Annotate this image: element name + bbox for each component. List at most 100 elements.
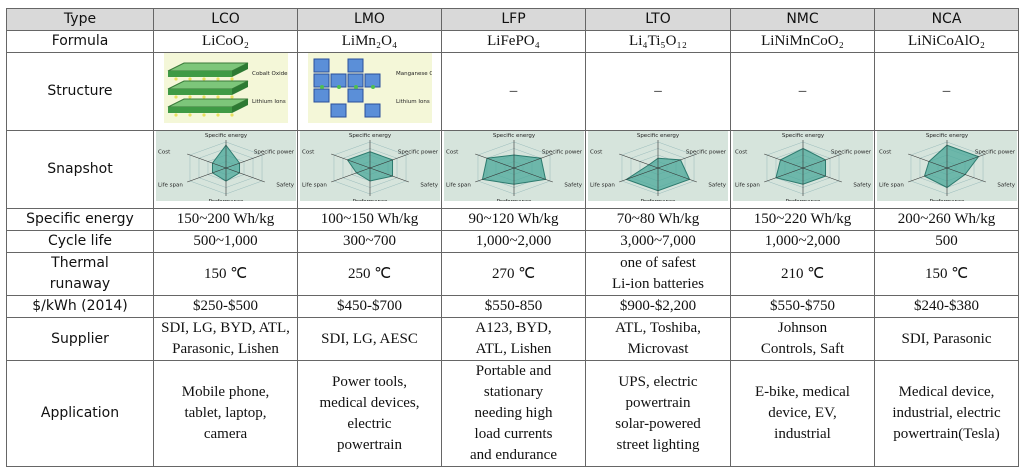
column-header: LFP [441, 8, 586, 31]
cell: – [874, 52, 1019, 131]
ion [319, 85, 324, 89]
radar-axis [330, 153, 370, 169]
structure-label: Lithium Ions [396, 99, 430, 105]
radar-chart: Specific energy Specific power Safety Perfo… [732, 131, 873, 205]
radar-axis [225, 167, 265, 183]
radar-axis-label: Specific power [974, 150, 1015, 156]
radar-axis-label: Performance [208, 199, 243, 201]
row-label: Cycle life [6, 230, 154, 253]
cell: SDI, LG, AESC [297, 317, 442, 361]
layer-side [167, 89, 232, 95]
radar-axis [763, 153, 803, 169]
radar-axis-label: Safety [420, 183, 438, 189]
radar-axis-label: Specific energy [637, 133, 680, 139]
radar-axis [225, 153, 265, 169]
table-row: Thermal runaway 150 ℃ 250 ℃ 270 ℃ one of saf… [6, 252, 1019, 296]
radar-chart: Specific energy Specific power Safety Perfo… [876, 131, 1017, 205]
ion [187, 113, 192, 117]
row-label: Specific energy [6, 208, 154, 231]
radar-axis [657, 153, 697, 169]
cell: $450-$700 [297, 295, 442, 318]
cell: 1,000~2,000 [730, 230, 875, 253]
row-label: $/kWh (2014) [6, 295, 154, 318]
radar-axis [474, 153, 514, 169]
radar-axis-label: Specific energy [348, 133, 391, 139]
radar-axis [946, 167, 986, 183]
cube [313, 73, 329, 88]
table-body: Formula LiCoO₂ LiMn₂O₄ LiFePO₄ Li₄Ti₅O₁₂ LiNi… [6, 30, 1019, 467]
row-label: Application [6, 360, 154, 467]
cell: 70~80 Wh/kg [585, 208, 731, 231]
cell: Power tools, medical devices, electric p… [297, 360, 442, 467]
cell: LiFePO₄ [441, 30, 586, 53]
cell: 90~120 Wh/kg [441, 208, 586, 231]
cell: LiMn₂O₄ [297, 30, 442, 53]
cell: Johnson Controls, Saft [730, 317, 875, 361]
radar-axis-label: Specific power [686, 150, 727, 156]
ion [201, 113, 206, 117]
radar-axis-label: Cost [446, 150, 459, 156]
cell: UPS, electric powertrain solar-powered s… [585, 360, 731, 467]
cell: one of safest Li-ion batteries [585, 252, 731, 296]
cell: 270 ℃ [441, 252, 586, 296]
cell: Specific energy Specific power Safety Perfo… [585, 130, 731, 209]
column-header: NCA [874, 8, 1019, 31]
cell: Mobile phone, tablet, laptop, camera [153, 360, 298, 467]
radar-axis-label: Specific power [253, 150, 294, 156]
radar-axis-label: Life span [590, 183, 615, 189]
radar-axis [802, 167, 842, 183]
radar-axis [619, 153, 659, 169]
radar-axis [330, 167, 370, 183]
radar-axis-label: Safety [564, 183, 582, 189]
cell: 200~260 Wh/kg [874, 208, 1019, 231]
cell: Li₄Ti₅O₁₂ [585, 30, 731, 53]
structure-label: Cobalt Oxide [252, 71, 288, 77]
cell: – [585, 52, 731, 131]
ion [215, 77, 220, 81]
ion [187, 77, 192, 81]
cube [347, 58, 363, 73]
cell: ATL, Toshiba, Microvast [585, 317, 731, 361]
cell: Specific energy Specific power Safety Perfo… [730, 130, 875, 209]
row-label: Thermal runaway [6, 252, 154, 296]
cube [364, 73, 380, 88]
radar-axis-label: Specific energy [781, 133, 824, 139]
cell: $250-$500 [153, 295, 298, 318]
cell: $550-$750 [730, 295, 875, 318]
cell: Specific energy Specific power Safety Perfo… [153, 130, 298, 209]
radar-axis-label: Specific power [541, 150, 582, 156]
radar-axis [763, 167, 803, 183]
ion [229, 113, 234, 117]
structure-image: Cobalt Oxide Lithium Ions [163, 53, 288, 123]
table-row: Specific energy 150~200 Wh/kg 100~150 Wh/k… [6, 208, 1019, 231]
cell: $550-850 [441, 295, 586, 318]
radar-axis-label: Cost [735, 150, 748, 156]
layer-end [231, 81, 248, 95]
radar-axis-label: Safety [853, 183, 871, 189]
ion [201, 77, 206, 81]
radar-axis-label: Specific energy [492, 133, 535, 139]
column-header: Type [6, 8, 154, 31]
cell: Medical device, industrial, electric pow… [874, 360, 1019, 467]
ion [353, 85, 358, 89]
radar-chart: Specific energy Specific power Safety Perfo… [155, 131, 296, 205]
ion [229, 95, 234, 99]
cell: E-bike, medical device, EV, industrial [730, 360, 875, 467]
ion [336, 85, 341, 89]
radar-chart: Specific energy Specific power Safety Perfo… [299, 131, 440, 205]
cell: 150~200 Wh/kg [153, 208, 298, 231]
radar-axis-label: Safety [708, 183, 726, 189]
cube [313, 88, 329, 103]
column-header: LCO [153, 8, 298, 31]
cube [330, 103, 346, 118]
radar-axis [474, 167, 514, 183]
radar-axis [186, 167, 226, 183]
ion [173, 77, 178, 81]
cell: 150 ℃ [153, 252, 298, 296]
cell: SDI, Parasonic [874, 317, 1019, 361]
radar-axis-label: Performance [929, 199, 964, 201]
row-label: Structure [6, 52, 154, 131]
radar-axis [907, 153, 947, 169]
table-row: Structure Cobalt Oxide Lithium Ions Mangane… [6, 52, 1019, 131]
cell: Cobalt Oxide Lithium Ions [153, 52, 298, 131]
